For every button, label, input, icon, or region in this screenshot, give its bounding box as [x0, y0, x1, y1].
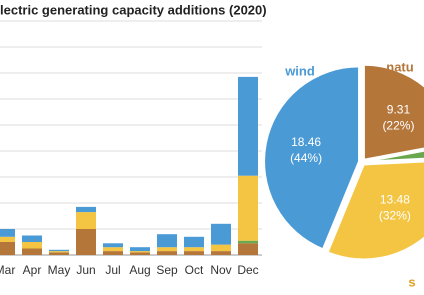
- bar-segment: [22, 235, 42, 242]
- value-label: 18.46: [291, 135, 321, 149]
- bar-segment: [22, 248, 42, 255]
- chart-title: lectric generating capacity additions (2…: [0, 2, 267, 17]
- x-tick-label: Mar: [0, 263, 15, 277]
- value-label: 13.48: [380, 193, 410, 207]
- x-tick-label: May: [48, 263, 71, 277]
- bar-segment: [130, 251, 150, 253]
- percent-label: (22%): [382, 118, 414, 132]
- bar-segment: [238, 240, 258, 244]
- bar-segment: [238, 76, 258, 176]
- bar-segment: [49, 251, 69, 253]
- x-tick-label: Aug: [129, 263, 150, 277]
- x-tick-label: Apr: [23, 263, 42, 277]
- x-tick-label: Sep: [156, 263, 178, 277]
- bar-segment: [103, 243, 123, 248]
- bar-segment: [238, 243, 258, 255]
- x-tick-label: Jun: [76, 263, 95, 277]
- bar-segment: [0, 229, 15, 237]
- bar-segment: [0, 236, 15, 242]
- category-label: s: [408, 274, 415, 289]
- bar-segment: [76, 206, 96, 213]
- pie-slice: [326, 160, 424, 261]
- pie-slice: [362, 63, 424, 161]
- bar-segment: [157, 234, 177, 248]
- bar-segment: [103, 251, 123, 255]
- bar-segment: [211, 223, 231, 245]
- bar-segment: [157, 251, 177, 255]
- bar-segment: [130, 252, 150, 255]
- bar-segment: [157, 247, 177, 252]
- bar-segment: [76, 212, 96, 229]
- pie-slice: [364, 149, 424, 163]
- bar-segment: [130, 247, 150, 252]
- percent-label: (44%): [290, 151, 322, 165]
- x-tick-label: Nov: [210, 263, 231, 277]
- bar-segment: [238, 175, 258, 241]
- x-tick-label: Dec: [237, 263, 258, 277]
- pie-slice: [263, 65, 361, 251]
- value-label: 9.31: [387, 102, 411, 116]
- bar-segment: [184, 251, 204, 255]
- bar-segment: [103, 247, 123, 252]
- category-label: wind: [284, 63, 315, 78]
- percent-label: (32%): [379, 209, 411, 223]
- x-tick-label: Oct: [185, 263, 204, 277]
- bar-segment: [0, 242, 15, 255]
- bar-segment: [76, 229, 96, 255]
- bar-segment: [49, 252, 69, 255]
- x-tick-label: Jul: [105, 263, 120, 277]
- bar-segment: [211, 251, 231, 255]
- bar-segment: [184, 247, 204, 252]
- bar-segment: [49, 249, 69, 252]
- bar-segment: [184, 236, 204, 248]
- bar-segment: [211, 244, 231, 252]
- category-label: natu: [386, 59, 414, 74]
- bar-segment: [22, 242, 42, 249]
